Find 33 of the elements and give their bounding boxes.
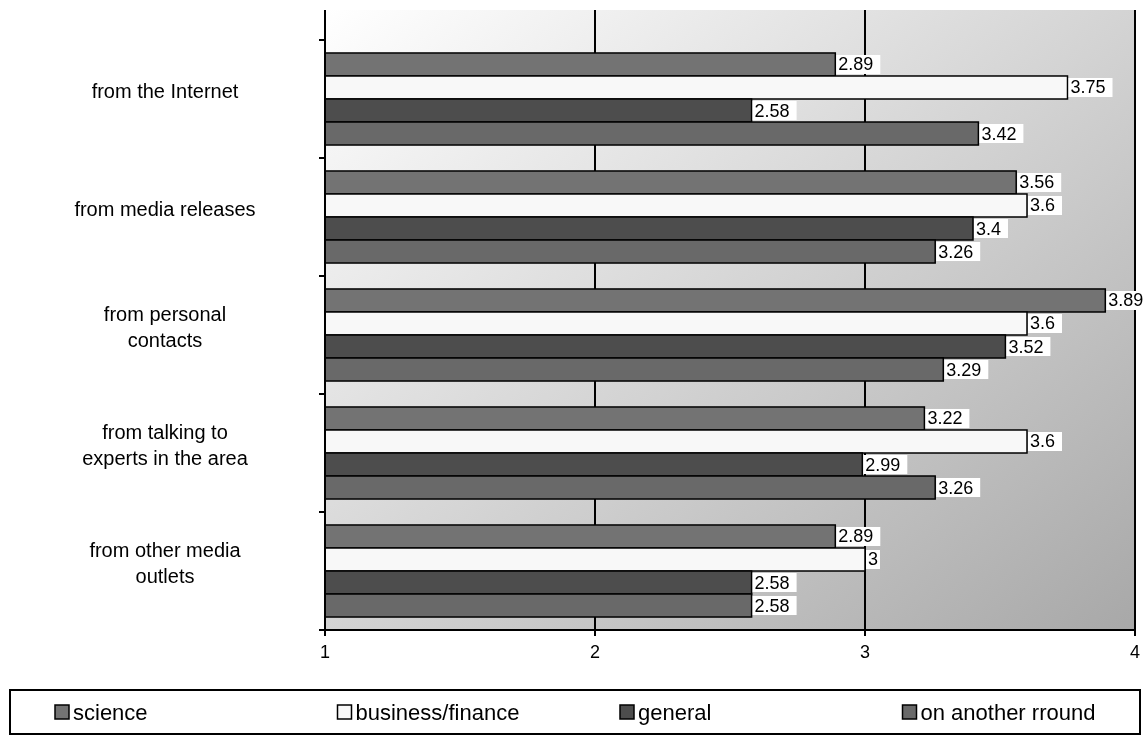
data-label: 2.99 (865, 454, 901, 475)
legend-label: science (73, 699, 148, 725)
data-label: 3 (868, 549, 879, 570)
data-label: 2.89 (838, 54, 874, 75)
data-label: 3.56 (1019, 172, 1055, 193)
data-label: 3.22 (927, 408, 963, 429)
x-tick-label: 2 (589, 642, 601, 662)
legend-label: business/finance (355, 699, 520, 725)
data-label: 3.75 (1070, 77, 1106, 98)
x-tick-label: 3 (859, 642, 871, 662)
y-tick-label: from media releases (74, 198, 256, 220)
legend-label: general (638, 699, 712, 725)
legend-label: on another rround (920, 699, 1096, 725)
y-tick-label: from talking to experts in the area (82, 421, 249, 469)
data-label: 3.6 (1030, 195, 1056, 216)
x-tick-label: 4 (1129, 642, 1141, 662)
data-label: 3.89 (1108, 290, 1144, 311)
data-label: 3.42 (981, 123, 1017, 144)
data-label: 2.58 (754, 595, 790, 616)
data-label: 3.26 (938, 241, 974, 262)
data-label: 2.58 (754, 100, 790, 121)
data-label: 2.58 (754, 572, 790, 593)
data-label: 3.52 (1008, 336, 1044, 357)
data-label: 3.26 (938, 477, 974, 498)
data-label: 2.89 (838, 526, 874, 547)
y-tick-label: from the Internet (91, 80, 239, 102)
data-label: 3.29 (946, 359, 982, 380)
y-tick-label: from personal contacts (103, 303, 227, 351)
data-label: 3.4 (976, 218, 1002, 239)
data-label: 3.6 (1030, 313, 1056, 334)
y-tick-label: from other media outlets (89, 539, 242, 587)
data-label: 3.6 (1030, 431, 1056, 452)
x-tick-label: 1 (319, 642, 331, 662)
